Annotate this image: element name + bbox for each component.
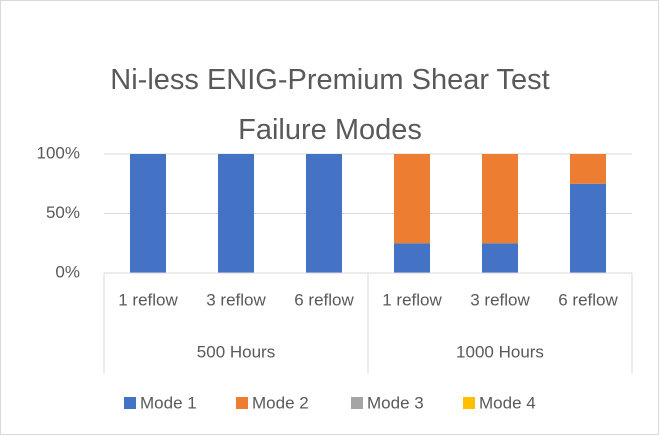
y-tick-label: 0% (55, 262, 80, 281)
bar-segment (482, 154, 518, 244)
bar-segment (394, 243, 430, 273)
bar-segment (482, 243, 518, 273)
group-label: 1000 Hours (456, 342, 544, 361)
y-tick-label: 100% (37, 143, 80, 162)
bar-segment (394, 154, 430, 244)
legend-swatch (124, 397, 136, 409)
legend-swatch (463, 397, 475, 409)
legend-label: Mode 1 (140, 393, 197, 412)
bar-segment (306, 154, 342, 273)
x-tick-label: 6 reflow (558, 290, 618, 309)
x-tick-label: 6 reflow (294, 290, 354, 309)
legend-label: Mode 4 (479, 393, 536, 412)
bar-segment (570, 183, 606, 273)
x-tick-label: 1 reflow (118, 290, 178, 309)
chart-title: Ni-less ENIG-Premium Shear Test Failure … (110, 64, 550, 146)
legend-swatch (236, 397, 248, 409)
legend-label: Mode 3 (367, 393, 424, 412)
x-tick-label: 1 reflow (382, 290, 442, 309)
group-label: 500 Hours (197, 342, 275, 361)
bar-segment (218, 154, 254, 273)
y-tick-label: 50% (46, 203, 80, 222)
bar-segment (570, 154, 606, 184)
legend-label: Mode 2 (252, 393, 309, 412)
x-tick-label: 3 reflow (206, 290, 266, 309)
bar-segment (130, 154, 166, 273)
legend-swatch (351, 397, 363, 409)
x-tick-label: 3 reflow (470, 290, 530, 309)
